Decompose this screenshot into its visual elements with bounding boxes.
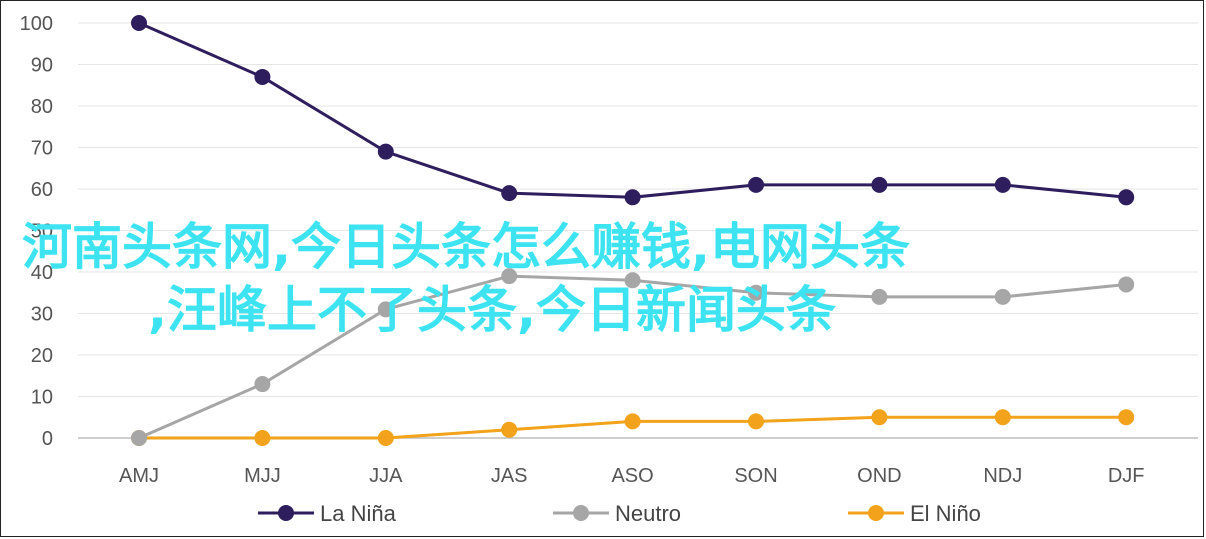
- data-point: [624, 189, 641, 206]
- series-el-ni-o: [131, 409, 1135, 446]
- data-point: [131, 430, 147, 446]
- y-tick-label: 20: [31, 345, 53, 367]
- legend-item: La Niña: [258, 501, 397, 526]
- x-tick-label: MJJ: [244, 465, 281, 487]
- y-tick-label: 30: [31, 304, 53, 326]
- data-point: [994, 288, 1011, 305]
- legend-label: El Niño: [910, 501, 981, 526]
- legend-item: El Niño: [848, 501, 981, 526]
- y-tick-label: 100: [20, 13, 53, 35]
- data-point: [377, 430, 394, 446]
- x-tick-label: NDJ: [983, 465, 1022, 487]
- x-tick-label: AMJ: [119, 465, 159, 487]
- x-tick-label: ASO: [611, 465, 653, 487]
- data-point: [254, 376, 271, 393]
- legend-item: Neutro: [553, 501, 681, 526]
- y-tick-label: 40: [31, 262, 53, 284]
- series-la-ni-a: [131, 15, 1135, 206]
- y-tick-label: 80: [31, 96, 53, 118]
- data-point: [377, 301, 394, 318]
- data-point: [131, 15, 147, 31]
- series-group: [131, 15, 1135, 446]
- y-tick-label: 0: [42, 428, 53, 450]
- y-tick-label: 60: [31, 179, 53, 201]
- x-tick-label: JAS: [491, 465, 528, 487]
- data-point: [254, 430, 271, 446]
- y-tick-label: 10: [31, 387, 53, 409]
- x-tick-label: SON: [734, 465, 777, 487]
- legend: La Niña Neutro El Niño: [258, 501, 981, 526]
- series-neutro: [131, 268, 1135, 446]
- data-point: [377, 143, 394, 160]
- data-point: [501, 421, 518, 438]
- data-point: [871, 409, 888, 426]
- data-point: [254, 68, 271, 85]
- data-point: [994, 176, 1011, 193]
- y-tick-label: 50: [31, 221, 53, 243]
- data-point: [1118, 409, 1135, 426]
- data-point: [501, 268, 518, 285]
- y-tick-label: 90: [31, 55, 53, 77]
- data-point: [748, 176, 764, 193]
- x-tick-label: JJA: [369, 465, 403, 487]
- legend-marker: [278, 505, 294, 521]
- x-tick-label: DJF: [1108, 465, 1145, 487]
- data-point: [748, 413, 764, 430]
- data-point: [1118, 189, 1135, 206]
- data-point: [1118, 276, 1135, 293]
- legend-marker: [573, 505, 589, 521]
- series-line: [138, 21, 1127, 199]
- data-point: [871, 176, 888, 193]
- y-axis-ticks: 0 10 20 30 40 50 60 70 80 90 100: [20, 13, 53, 450]
- data-point: [501, 185, 518, 202]
- data-point: [624, 413, 641, 430]
- x-tick-label: OND: [857, 465, 901, 487]
- legend-marker: [868, 505, 884, 521]
- data-point: [871, 288, 888, 305]
- y-tick-label: 70: [31, 138, 53, 160]
- data-point: [994, 409, 1011, 426]
- data-point: [748, 284, 764, 301]
- data-point: [624, 272, 641, 289]
- x-axis-ticks: AMJ MJJ JJA JAS ASO SON OND NDJ DJF: [119, 465, 1145, 487]
- grid-lines: [78, 22, 1198, 439]
- legend-label: Neutro: [615, 501, 681, 526]
- legend-label: La Niña: [320, 501, 397, 526]
